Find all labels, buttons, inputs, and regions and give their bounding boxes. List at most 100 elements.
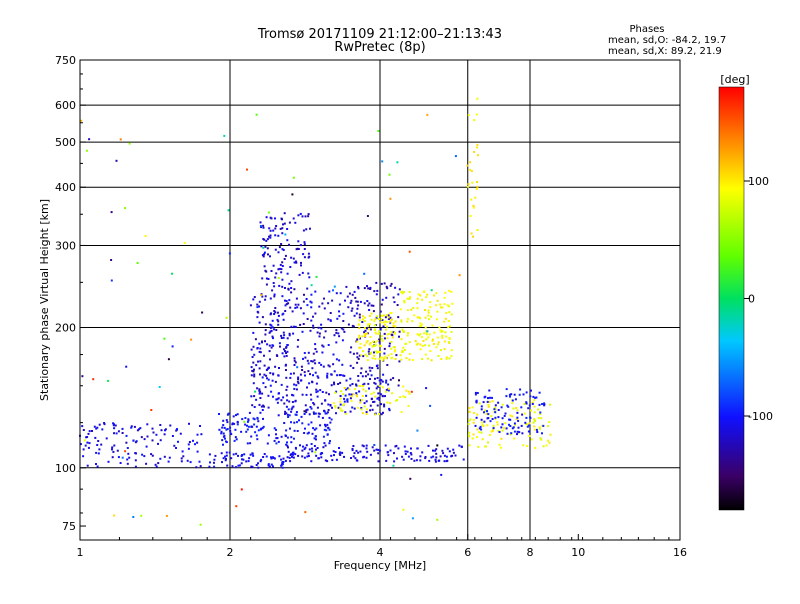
data-point [488,401,491,403]
data-point [262,456,265,458]
data-point [236,420,239,423]
data-point [361,321,364,323]
data-point [285,443,288,446]
data-point [378,338,380,341]
data-point [492,427,495,430]
data-point [408,353,411,355]
data-point [373,320,376,323]
data-point [328,428,331,431]
data-point [281,352,284,355]
data-point [263,238,266,241]
data-point [364,353,367,356]
data-point [451,302,454,305]
data-point [436,444,439,447]
data-point [398,335,400,338]
data-point [262,404,265,407]
data-point [432,449,434,452]
data-point [297,382,300,385]
data-point [82,429,85,431]
data-point [503,426,506,429]
data-point [400,338,403,341]
data-point [179,432,182,435]
data-point [312,411,315,414]
data-point [273,313,276,315]
data-point [222,435,225,438]
data-point [306,318,309,320]
data-point [262,246,265,249]
data-point [337,383,340,385]
data-point [529,395,532,398]
data-point [237,454,239,457]
data-point [303,432,306,434]
data-point [253,418,256,421]
data-point [521,413,524,416]
data-point [316,395,319,398]
data-point [548,421,551,423]
data-point [506,432,509,435]
data-point [83,439,86,442]
data-point [221,461,223,464]
data-point [426,113,429,116]
data-point [377,448,380,451]
data-point [476,413,479,416]
data-point [489,396,491,399]
data-point [285,388,288,391]
data-point [347,306,350,309]
data-point [86,149,88,152]
data-point [274,234,277,237]
data-point [265,455,268,458]
data-point [152,431,155,434]
data-point [298,273,301,276]
data-point [356,356,359,359]
data-point [288,400,291,403]
data-point [328,365,331,368]
data-point [361,412,364,415]
data-point [378,449,381,452]
data-point [401,328,404,331]
data-point [234,428,237,431]
data-point [269,236,272,239]
data-point [275,272,278,275]
data-point [515,418,518,420]
data-point [163,433,166,436]
data-point [105,437,108,440]
data-point [337,406,340,409]
data-point [370,374,373,377]
data-point [255,364,258,367]
data-point [311,381,314,384]
data-point [250,465,253,468]
data-point [310,319,313,322]
data-point [335,412,337,415]
data-point [487,397,489,400]
data-point [281,278,284,281]
data-point [315,382,318,385]
data-point [293,429,296,432]
data-point [377,351,380,353]
data-point [195,466,198,469]
data-point [259,360,262,363]
data-point [436,343,439,346]
data-point [252,298,255,301]
y-tick-label: 750 [55,54,76,67]
data-point [468,419,471,422]
data-point [425,338,428,341]
data-point [419,459,422,462]
colorbar-gradient [718,86,745,511]
data-point [329,312,332,314]
data-point [361,335,364,338]
data-point [314,343,317,346]
data-point [313,359,316,362]
data-point [312,324,315,327]
x-tick-label: 10 [571,546,585,559]
data-point [309,393,312,396]
data-point [342,393,345,396]
data-point [396,399,399,402]
data-point [310,293,313,296]
data-point [259,221,262,224]
data-point [296,366,299,369]
data-point [494,404,497,407]
data-point [273,285,276,288]
data-point [294,361,297,364]
